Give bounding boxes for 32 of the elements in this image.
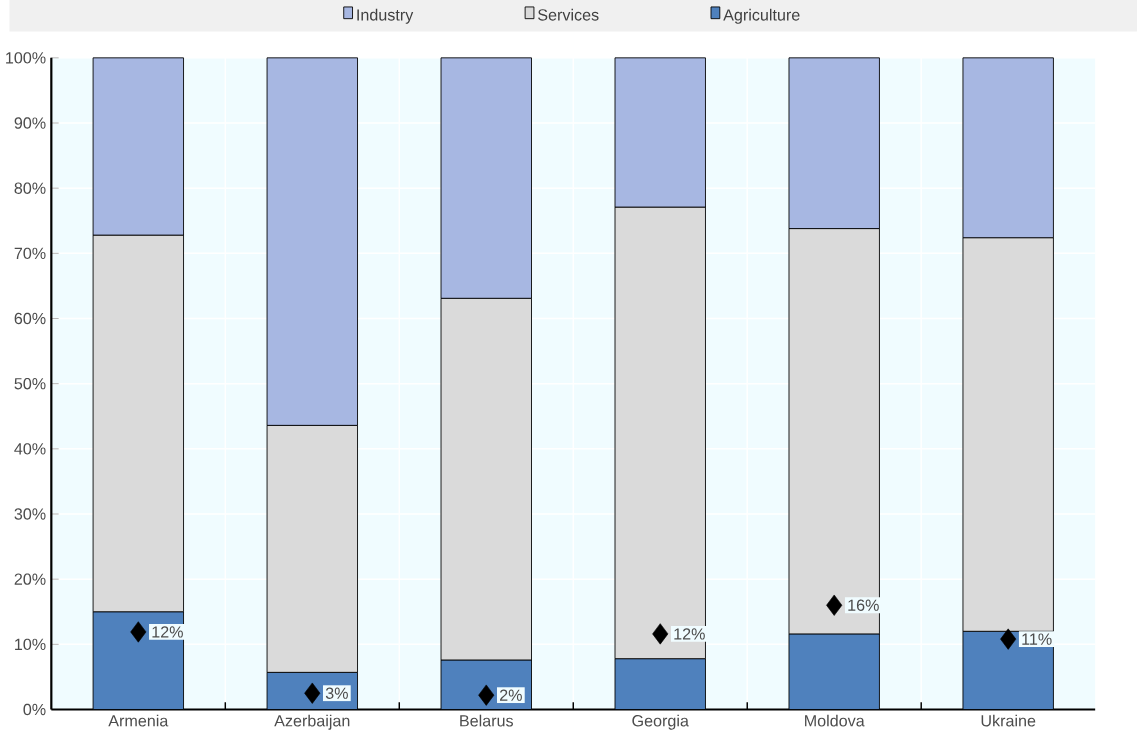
x-tick-label: Moldova [805, 714, 865, 727]
x-tick-label: Azerbaijan [274, 714, 350, 730]
x-tick-label: Georgia [632, 714, 689, 730]
legend-label: Agriculture [723, 9, 800, 25]
legend-label: Industry [357, 9, 414, 25]
y-tick-label: 10% [15, 638, 46, 651]
point [652, 623, 669, 645]
data-label: 3% [325, 687, 348, 700]
x-tick-label: Ukraine [981, 714, 1036, 727]
point [1000, 628, 1017, 650]
x-tick-label: Belarus [460, 714, 514, 727]
y-tick-label: 50% [14, 378, 46, 390]
x-tick-label: Armenia [108, 714, 169, 727]
point [304, 682, 321, 704]
y-tick-label: 80% [14, 182, 46, 195]
data-label: 16% [848, 599, 879, 612]
y-tick-label: 40% [14, 443, 46, 455]
data-label: 12% [674, 628, 705, 640]
legend-label: Services [538, 9, 599, 21]
y-tick-label: 100% [6, 52, 46, 64]
data-label: 2% [500, 689, 522, 702]
y-tick-label: 20% [14, 573, 46, 586]
y-tick-label: 60% [14, 313, 46, 325]
y-tick-label: 90% [14, 117, 46, 129]
point [478, 684, 495, 706]
y-tick-label: 30% [14, 508, 46, 520]
data-label: 11% [1022, 633, 1052, 645]
data-label: 12% [152, 626, 183, 638]
y-tick-label: 70% [14, 247, 46, 260]
point [826, 594, 843, 616]
y-tick-label: 0% [23, 704, 46, 716]
point [130, 621, 147, 643]
